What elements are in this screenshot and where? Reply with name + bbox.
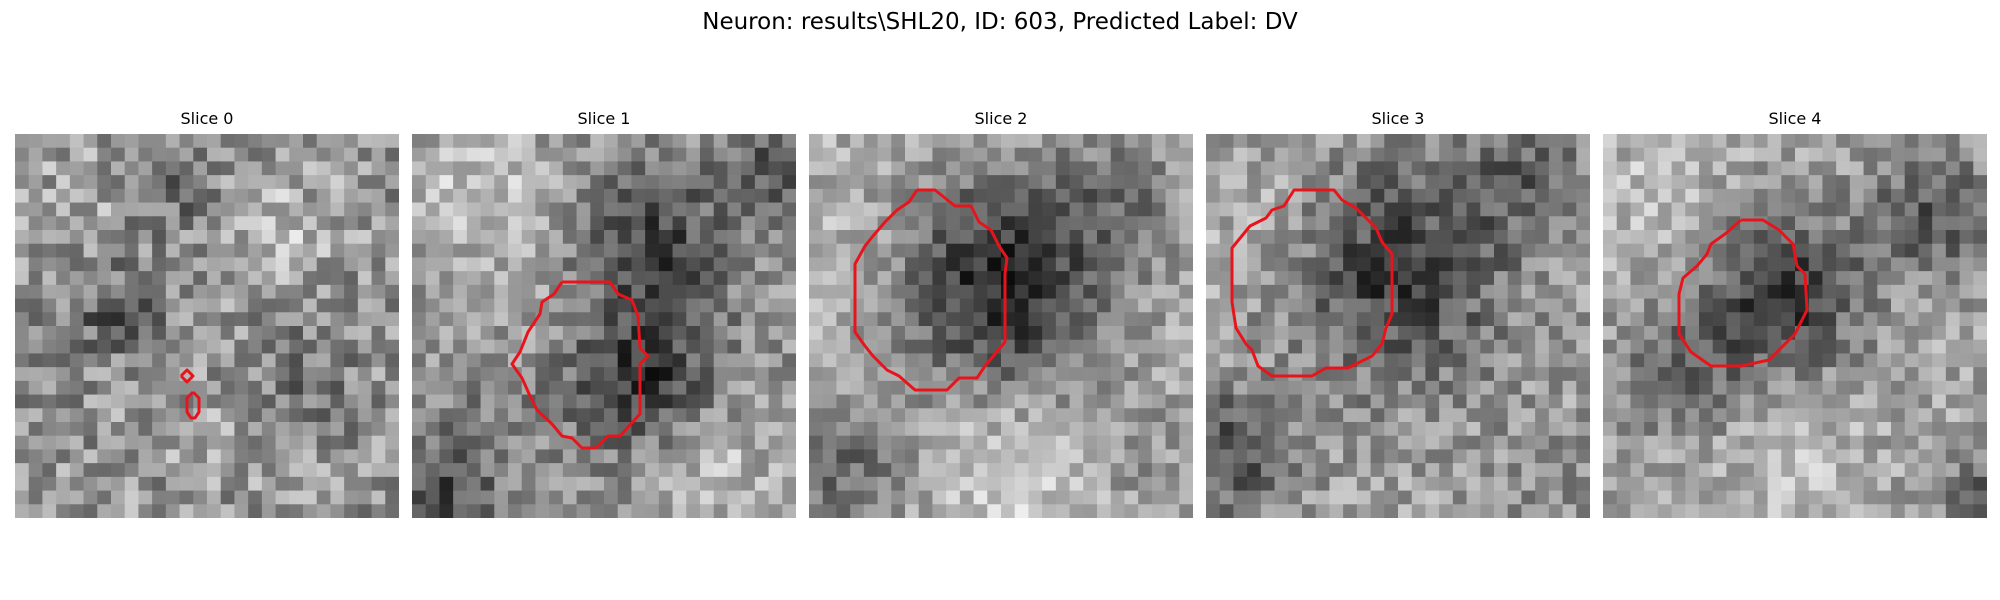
slice-image-canvas — [15, 134, 399, 518]
figure-title: Neuron: results\SHL20, ID: 603, Predicte… — [702, 9, 1298, 35]
slice-image — [809, 134, 1193, 518]
slice-image — [1206, 134, 1590, 518]
slice-image — [1603, 134, 1987, 518]
slice-title: Slice 0 — [180, 109, 234, 128]
pixel-grid — [1206, 134, 1590, 518]
slice-panel-0: Slice 0 — [15, 0, 399, 600]
slice-image-canvas — [1603, 134, 1987, 518]
slice-title: Slice 2 — [974, 109, 1028, 128]
pixel-grid — [15, 134, 399, 518]
pixel-grid — [1603, 134, 1987, 518]
slice-image-canvas — [809, 134, 1193, 518]
segmentation-contour — [185, 390, 201, 420]
slice-title: Slice 4 — [1768, 109, 1822, 128]
slice-image — [15, 134, 399, 518]
slice-panel-3: Slice 3 — [1206, 0, 1590, 600]
pixel-grid — [412, 134, 796, 518]
segmentation-contour — [853, 188, 1009, 392]
segmentation-contour — [1677, 218, 1809, 368]
slice-image — [412, 134, 796, 518]
slice-panel-1: Slice 1 — [412, 0, 796, 600]
segmentation-contour — [179, 368, 195, 384]
slice-title: Slice 1 — [577, 109, 631, 128]
slice-image-canvas — [1206, 134, 1590, 518]
slice-image-canvas — [412, 134, 796, 518]
slice-panel-4: Slice 4 — [1603, 0, 1987, 600]
slice-panel-2: Slice 2 — [809, 0, 1193, 600]
segmentation-contour — [510, 280, 650, 450]
pixel-grid — [809, 134, 1193, 518]
slice-title: Slice 3 — [1371, 109, 1425, 128]
segmentation-contour — [1230, 188, 1394, 378]
